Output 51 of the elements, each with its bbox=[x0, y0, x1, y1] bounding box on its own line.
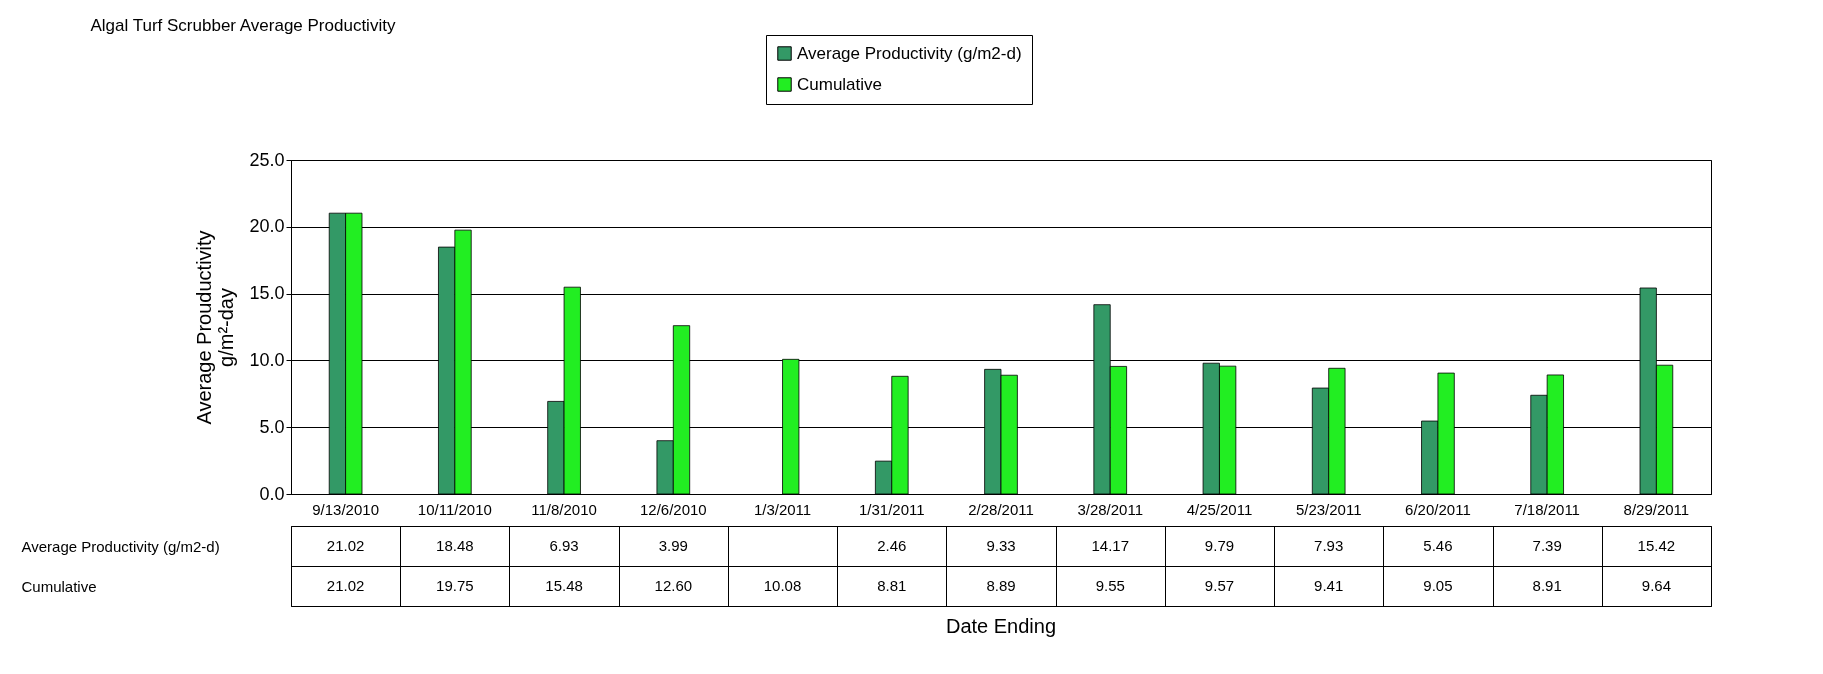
x-tick-label: 6/20/2011 bbox=[1405, 500, 1471, 518]
y-tick-label: 25.0 bbox=[249, 149, 285, 170]
data-label: 8.91 bbox=[1532, 577, 1562, 594]
data-label: 9.33 bbox=[986, 537, 1016, 554]
chart-title: Algal Turf Scrubber Average Productivity bbox=[90, 15, 396, 35]
y-tick-label: 0.0 bbox=[259, 483, 285, 504]
data-label: 15.42 bbox=[1637, 537, 1676, 554]
data-label: 6.93 bbox=[549, 537, 579, 554]
data-label: 9.05 bbox=[1423, 577, 1453, 594]
data-label: 9.79 bbox=[1204, 537, 1235, 554]
data-label: 3.99 bbox=[658, 537, 688, 554]
x-tick-label: 5/23/2011 bbox=[1295, 500, 1362, 518]
text: Cumulative bbox=[21, 577, 97, 595]
data-label: 18.48 bbox=[436, 537, 474, 554]
x-tick-label: 4/25/2011 bbox=[1186, 500, 1253, 518]
data-label: 7.39 bbox=[1532, 537, 1562, 554]
data-label: 7.93 bbox=[1314, 537, 1344, 554]
data-label: 12.60 bbox=[654, 577, 693, 594]
text: Date Ending bbox=[945, 615, 1057, 637]
data-label: 9.41 bbox=[1314, 577, 1344, 594]
x-tick-label: 1/31/2011 bbox=[858, 500, 925, 518]
x-tick-label: 12/6/2010 bbox=[639, 500, 707, 518]
x-tick-label: 1/3/2011 bbox=[753, 500, 812, 518]
data-label: 10.08 bbox=[763, 577, 802, 594]
y-tick-label: 5.0 bbox=[259, 416, 285, 437]
x-tick-label: 11/8/2010 bbox=[531, 500, 597, 518]
data-label: 5.46 bbox=[1423, 537, 1453, 554]
data-label: 14.17 bbox=[1091, 537, 1129, 554]
data-label: 21.02 bbox=[326, 537, 365, 554]
x-tick-label: 7/18/2011 bbox=[1514, 500, 1580, 518]
data-label: 9.55 bbox=[1095, 577, 1125, 594]
data-label: 21.02 bbox=[326, 577, 365, 594]
x-tick-label: 9/13/2010 bbox=[312, 500, 379, 518]
data-label: 8.81 bbox=[877, 577, 907, 594]
x-tick-label: 3/28/2011 bbox=[1077, 500, 1144, 518]
x-tick-label: 2/28/2011 bbox=[968, 500, 1034, 518]
data-label: 2.46 bbox=[877, 537, 907, 554]
data-label: 9.57 bbox=[1204, 577, 1235, 594]
legend-label: Average Productivity (g/m2-d) bbox=[797, 43, 1022, 63]
data-label: 9.64 bbox=[1641, 577, 1671, 594]
text: Average Productivity (g/m2-d) bbox=[21, 537, 220, 555]
x-tick-label: 8/29/2011 bbox=[1623, 500, 1690, 518]
y-tick-label: 15.0 bbox=[249, 283, 285, 304]
legend-label: Cumulative bbox=[797, 74, 883, 94]
y-tick-label: 10.0 bbox=[249, 349, 285, 370]
data-label: 19.75 bbox=[436, 577, 474, 594]
data-label: 8.89 bbox=[986, 577, 1016, 594]
x-tick-label: 10/11/2010 bbox=[417, 500, 492, 518]
y-tick-label: 20.0 bbox=[249, 216, 285, 237]
y-axis-title: Average Prouductivity g/m²-day bbox=[193, 230, 238, 425]
data-label: 15.48 bbox=[545, 577, 583, 594]
